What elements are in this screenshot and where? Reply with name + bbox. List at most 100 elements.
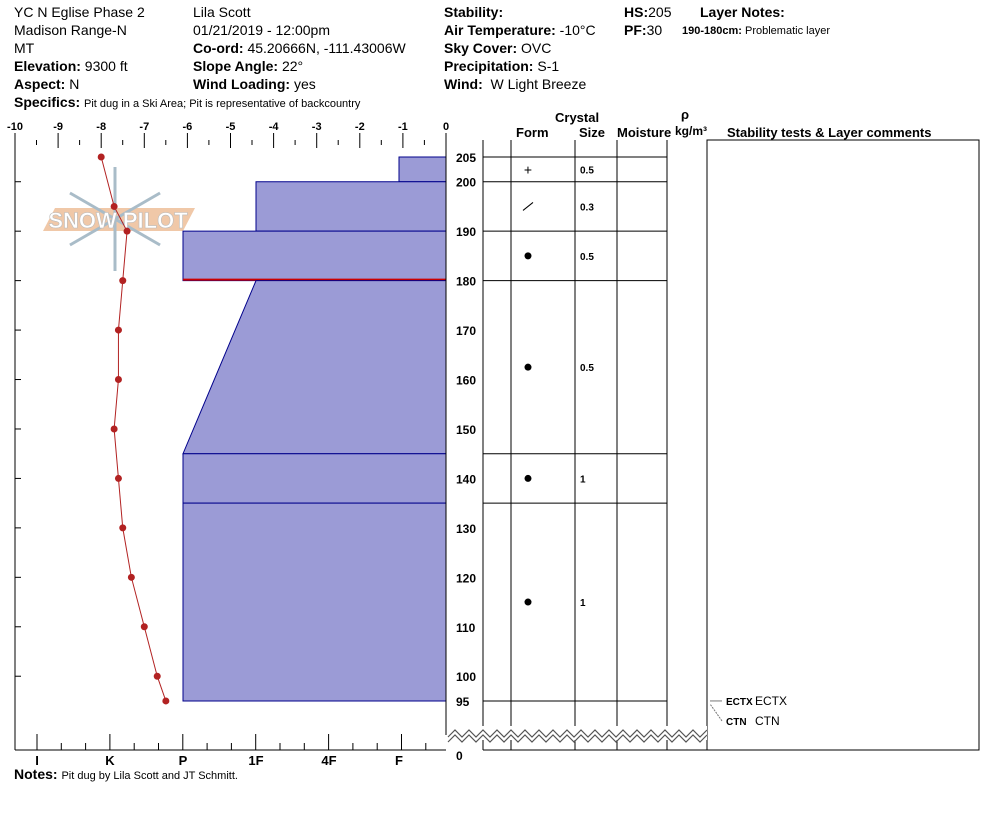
decomposing-fragments-icon [522,202,534,211]
header-moisture: Moisture [617,125,672,140]
height-tick-label: 130 [456,522,476,536]
range: Madison Range-N [14,22,127,38]
axis-break-zigzag [447,734,708,743]
height-tick-label: 170 [456,324,476,338]
hardness-layer [182,502,447,702]
snowflake-icon [69,217,116,247]
datetime: 01/21/2019 - 12:00pm [193,22,330,38]
header-comments: Stability tests & Layer comments [727,125,932,140]
height-tick-label: 120 [456,571,476,585]
temperature-point [162,697,170,705]
snowflake-icon [69,191,116,221]
coord: Co-ord: 45.20666N, -111.43006W [193,40,406,56]
temperature-point [97,153,105,161]
temperature-tick-label: -1 [398,121,408,133]
stability-test-code: ECTX [726,697,753,708]
header-crystal: Crystal [555,110,600,125]
temperature-point [140,623,148,631]
temperature-point [119,277,127,285]
height-tick-label: 200 [456,176,476,190]
hardness-tick-label: F [395,753,403,768]
height-tick-label: 150 [456,423,476,437]
header-density-unit: kg/m³ [675,124,708,138]
crystal-size: 1 [580,598,586,609]
temperature-tick-label: -9 [53,121,63,133]
height-tick-label: 110 [456,621,476,635]
temperature-point [114,474,122,482]
temperature-tick-label: -3 [312,121,322,133]
height-tick-label: 0 [456,749,463,763]
header-size: Size [579,125,606,140]
crystal-size: 0.5 [580,165,594,176]
slope-angle: Slope Angle: 22° [193,58,304,74]
comments-box [706,139,980,751]
temperature-point [114,326,122,334]
hardness-tick-label: K [105,753,115,768]
hardness-layer [255,181,447,232]
temperature-point [127,573,135,581]
logo-banner [43,208,195,231]
state: MT [14,40,35,56]
temperature-tick-label: -2 [355,121,365,133]
temperature-tick-label: -8 [96,121,106,133]
sky-cover: Sky Cover: OVC [444,40,552,56]
rounded-grains-icon [524,252,532,260]
crystal-size: 0.5 [580,363,594,374]
logo-text: SNOW PILOT [48,208,188,233]
crystal-size: 0.3 [580,202,594,213]
height-tick-label: 160 [456,374,476,388]
stability: Stability: [444,4,504,20]
temperature-tick-label: -4 [269,121,280,133]
temperature-tick-label: -6 [183,121,193,133]
axis-break-zigzag [447,729,708,738]
layer-note: 190-180cm: Problematic layer [682,25,830,37]
temperature-point [110,425,118,433]
rounded-grains-icon [524,474,532,482]
hs: HS:205 [624,4,672,20]
height-tick-label: 100 [456,670,476,684]
height-tick-label: 95 [456,695,470,709]
height-tick-label: 205 [456,151,476,165]
rounded-grains-icon [524,363,532,371]
temperature-point [110,202,118,210]
snowflake-icon [114,191,161,221]
hardness-layer [182,453,447,504]
pf: PF:30 [624,22,663,38]
hardness-tick-label: I [35,753,39,768]
location: YC N Eglise Phase 2 [14,4,145,20]
stability-test-label: CTN [755,714,780,728]
hardness-tick-label: 4F [321,753,336,768]
elevation: Elevation: 9300 ft [14,58,128,74]
temperature-tick-label: -5 [226,121,236,133]
aspect: Aspect: N [14,76,80,92]
stability-test-code: CTN [726,717,747,728]
temperature-point [153,672,161,680]
crystal-size: 1 [580,474,586,485]
height-tick-label: 140 [456,472,476,486]
precip-particles-icon: + [524,161,532,177]
air-temperature: Air Temperature: -10°C [444,22,596,38]
notes: Notes: Pit dug by Lila Scott and JT Schm… [14,766,238,782]
wind: Wind: W Light Breeze [444,76,587,92]
crystal-size: 0.5 [580,252,594,263]
temperature-tick-label: -10 [7,121,23,133]
stability-arrow-icon [709,703,723,722]
layer-notes-label: Layer Notes: [700,4,785,20]
wind-loading: Wind Loading: yes [193,76,316,92]
precipitation: Precipitation: S-1 [444,58,560,74]
hardness-layer [398,156,447,183]
temperature-tick-label: 0 [443,121,449,133]
temperature-point [119,524,127,532]
temperature-point [123,227,131,235]
header-rho: ρ [681,107,690,122]
height-tick-label: 190 [456,225,476,239]
hardness-tick-label: P [179,753,188,768]
observer: Lila Scott [193,4,251,20]
temperature-tick-label: -7 [139,121,149,133]
hardness-tick-label: 1F [248,753,263,768]
header-form: Form [516,125,549,140]
hardness-layer [182,280,447,455]
specifics: Specifics: Pit dug in a Ski Area; Pit is… [14,94,361,110]
rounded-grains-icon [524,598,532,606]
